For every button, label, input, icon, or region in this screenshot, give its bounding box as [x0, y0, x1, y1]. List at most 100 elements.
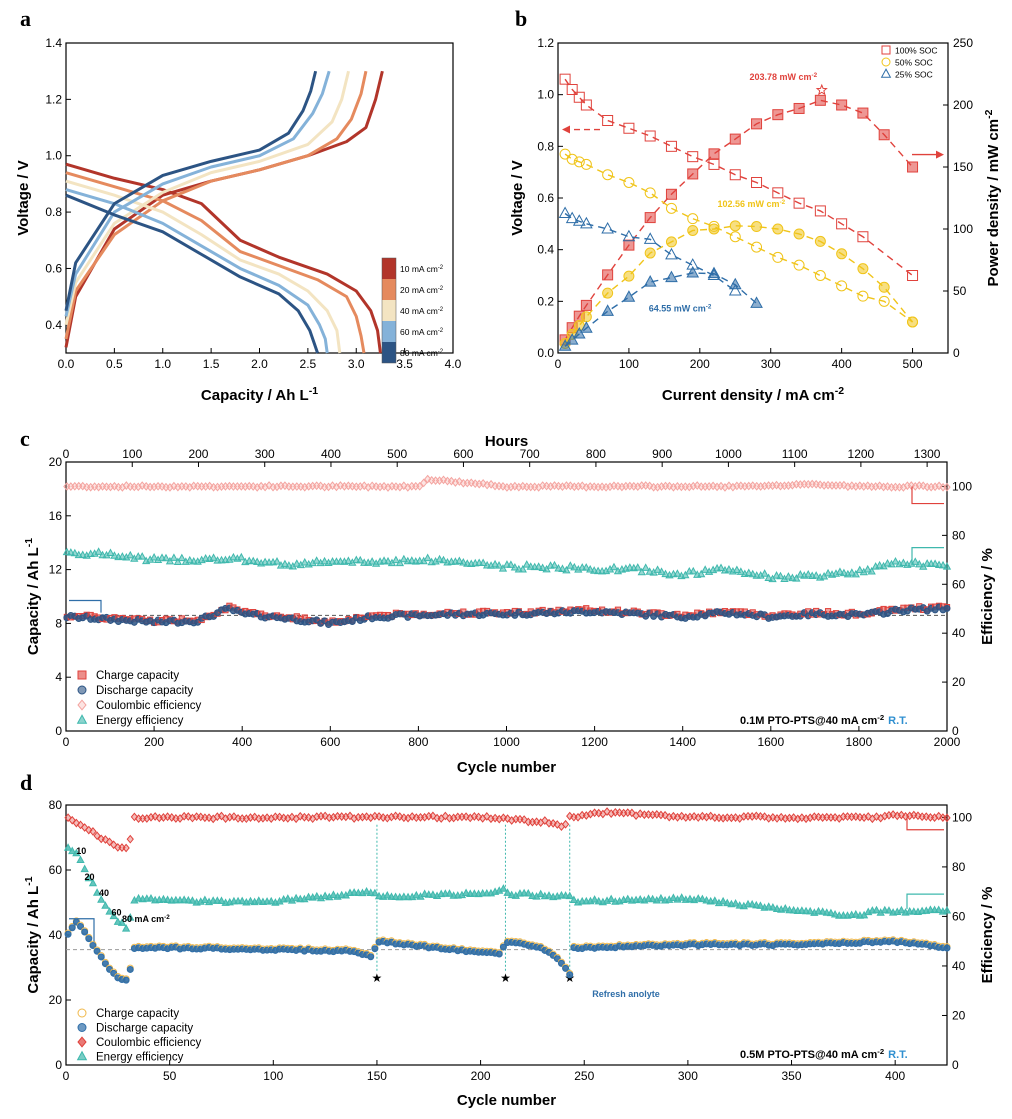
c-ee-point	[506, 560, 516, 568]
c-ee-point	[126, 550, 135, 559]
d-x-label: 300	[678, 1069, 698, 1083]
d-ee-point	[677, 893, 686, 901]
plot-frame	[65, 461, 948, 732]
d-ee-point	[851, 909, 860, 918]
d-ce-point	[872, 812, 881, 822]
d-ee-point	[200, 895, 210, 904]
b-voltage-point-0-5	[623, 122, 635, 134]
b-voltage-point-0-13	[793, 197, 805, 209]
b-power-point-2-3	[580, 321, 593, 333]
d-ee-point	[428, 890, 438, 898]
c-ee-point	[106, 548, 115, 556]
d-ee-point	[362, 886, 371, 895]
c-ee-point	[94, 547, 103, 555]
b-voltage-point-1-7	[665, 202, 677, 214]
a-xlabel: Capacity / Ah L-1	[201, 385, 318, 404]
c-ee-point	[732, 565, 742, 574]
d-x-label: 350	[782, 1069, 802, 1083]
b-power-point-0-18	[907, 161, 919, 173]
c-ee-point	[681, 570, 690, 579]
d-x-label: 50	[163, 1069, 177, 1083]
b-y2-label: 150	[953, 160, 973, 174]
d-ee-point	[897, 905, 906, 914]
c-x2-label: 900	[652, 447, 672, 461]
d-discharge-point	[85, 935, 93, 943]
d-ee-point	[623, 894, 632, 903]
c-ee-point	[383, 556, 393, 565]
c-x-label: 1000	[493, 735, 520, 749]
c-ee-point	[439, 555, 448, 564]
d-discharge-point	[93, 947, 101, 955]
b-power-point-1-9	[708, 223, 720, 235]
d-ee-point	[499, 884, 508, 892]
b-annot-peak25: 64.55 mW cm-2	[649, 303, 712, 314]
d-ce-point	[495, 814, 503, 824]
c-ee-point	[344, 556, 353, 564]
c-ee-point	[768, 574, 777, 583]
c-ee-point	[280, 559, 290, 568]
b-voltage-point-0-6	[644, 130, 656, 142]
a-charge-curve-4	[64, 70, 318, 312]
c-ee-point	[637, 567, 646, 576]
c-ce-point	[186, 482, 194, 492]
c-ee-point	[550, 560, 559, 569]
plot-frame	[65, 804, 948, 1066]
c-ee-point	[633, 563, 642, 571]
panel-d: d0 50 100 150 200 250 300 350 400020406080020406…	[20, 770, 996, 1109]
d-rate-label-0: 10	[76, 846, 86, 856]
d-ce-point	[350, 814, 358, 823]
c-ee-point	[748, 569, 757, 578]
c-x-label: 800	[408, 735, 428, 749]
a-legend-swatch-1	[382, 279, 396, 300]
b-voltage-point-1-11	[751, 241, 763, 253]
a-x-label: 0.0	[58, 357, 75, 371]
c-legend-label-0: Charge capacity	[96, 670, 179, 682]
c-y-label: 8	[55, 616, 62, 630]
b-voltage-point-0-11	[751, 177, 763, 188]
b-y-label: 0.4	[537, 243, 554, 257]
d-condition: 0.5M PTO-PTS@40 mA cm-2 R.T.	[740, 1047, 908, 1062]
c-ee-point	[558, 564, 567, 572]
c-y2label: Efficiency / %	[979, 548, 996, 645]
c-ee-point	[784, 572, 793, 580]
b-voltage-point-1-17	[878, 295, 890, 307]
d-arrow-ee	[906, 893, 944, 909]
c-ce-point	[447, 476, 456, 486]
c-legend-label-1: Discharge capacity	[96, 685, 193, 697]
d-x-label: 400	[885, 1069, 905, 1083]
d-ee-point	[934, 905, 943, 914]
c-ee-point	[609, 562, 619, 571]
c-ee-point	[812, 571, 821, 579]
c-legend-marker-2	[77, 699, 87, 711]
d-ce-point	[694, 813, 702, 822]
d-ce-point	[690, 812, 698, 821]
d-ee-point	[685, 894, 695, 903]
c-ee-point	[494, 561, 504, 569]
b-power-point-2-4	[601, 304, 614, 316]
a-legend-frame	[381, 257, 397, 364]
panel-label-d: d	[20, 770, 32, 795]
c-ee-point	[312, 556, 321, 564]
c-ee-point	[169, 553, 179, 561]
c-ce-point	[439, 475, 448, 485]
b-power-point-0-12	[772, 109, 784, 121]
d-ce-point	[582, 811, 590, 820]
a-x-label: 2.5	[300, 357, 317, 371]
d-ce-point	[595, 808, 603, 818]
b-voltage-point-1-1	[566, 153, 578, 165]
c-ee-point	[891, 557, 900, 565]
c-ee-point	[899, 558, 908, 566]
c-ee-point	[562, 565, 571, 574]
d-ce-point	[242, 814, 250, 824]
d-ee-point	[723, 898, 732, 907]
b-voltage-point-1-4	[602, 169, 614, 181]
d-ce-point	[217, 811, 226, 821]
d-xlabel: Cycle number	[457, 1092, 556, 1109]
d-ce-point	[889, 810, 897, 819]
d-ce-point	[661, 810, 669, 820]
d-ce-point	[943, 813, 951, 823]
c-ee-point	[237, 552, 246, 561]
a-x-label: 3.0	[348, 357, 365, 371]
c-ee-point	[253, 557, 262, 566]
c-ee-point	[657, 567, 666, 575]
